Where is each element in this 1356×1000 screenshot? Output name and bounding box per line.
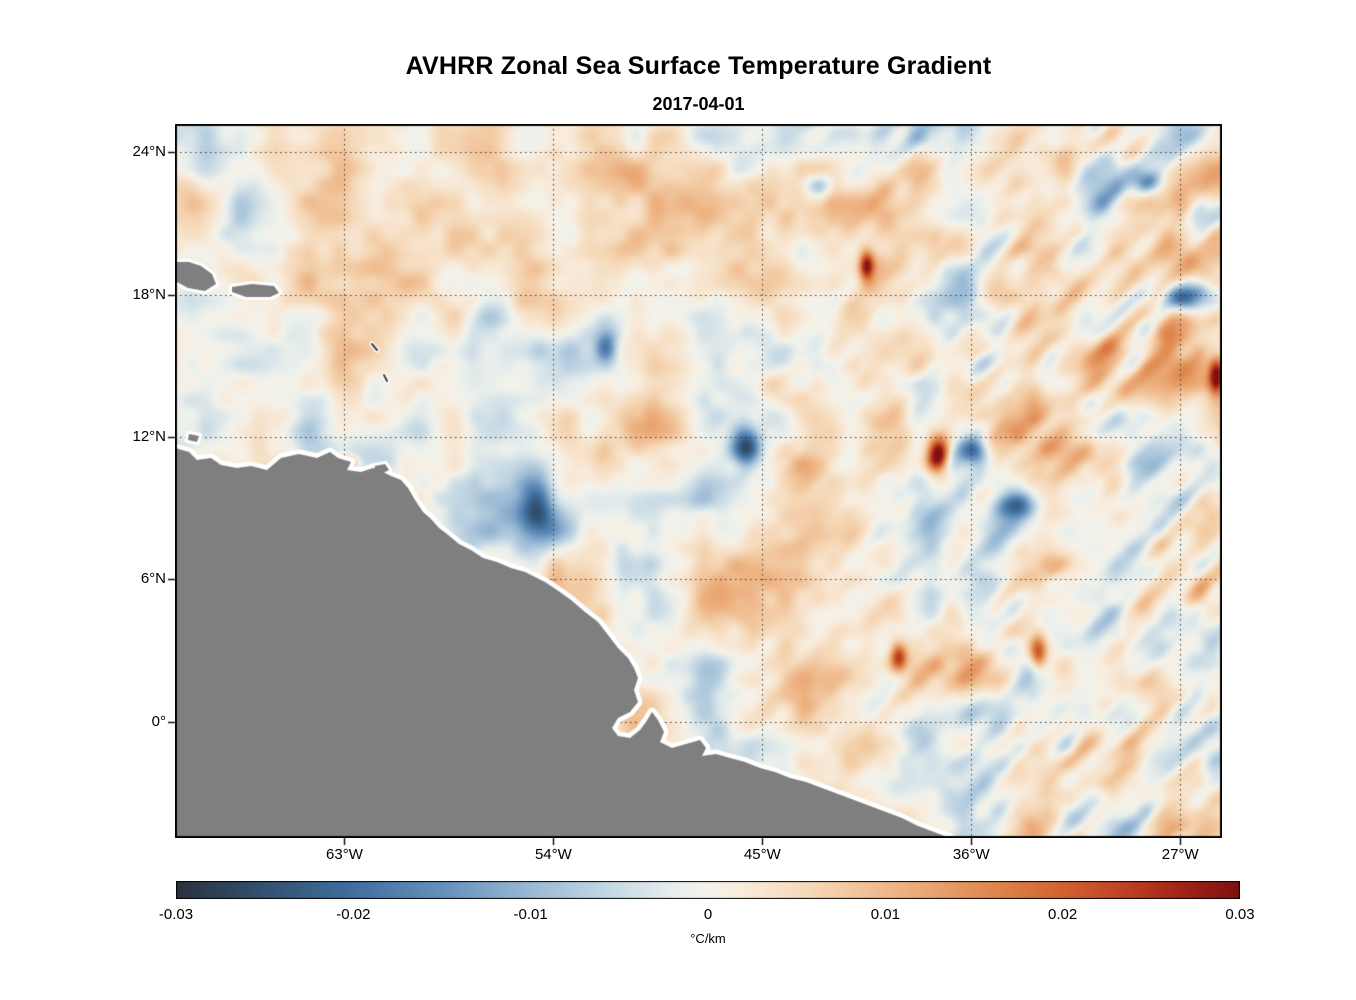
colorbar [176,881,1240,899]
colorbar-unit-label: °C/km [690,931,726,946]
colorbar-tick-label: 0.01 [870,906,900,923]
colorbar-tick-label: 0 [703,906,713,923]
x-tick-label: 27°W [1161,846,1199,863]
x-tick-label: 63°W [326,846,363,863]
chart-title: AVHRR Zonal Sea Surface Temperature Grad… [405,52,992,80]
x-tick-label: 36°W [952,846,990,863]
colorbar-tick-label: -0.03 [158,906,194,923]
x-tick-label: 45°W [743,846,781,863]
chart-subtitle: 2017-04-01 [652,94,745,114]
colorbar-tick-label: 0.02 [1048,906,1078,923]
y-tick-label: 18°N [132,285,166,303]
colorbar-tick-label: -0.01 [513,906,548,923]
colorbar-tick-label: 0.03 [1225,906,1255,923]
y-tick-label: 0° [151,712,166,730]
colorbar-tick-label: -0.02 [336,906,371,923]
y-tick-label: 6°N [140,570,166,588]
x-tick-label: 54°W [534,846,572,863]
y-tick-label: 24°N [132,143,166,161]
map-canvas [175,124,1222,838]
y-tick-label: 12°N [132,428,166,446]
